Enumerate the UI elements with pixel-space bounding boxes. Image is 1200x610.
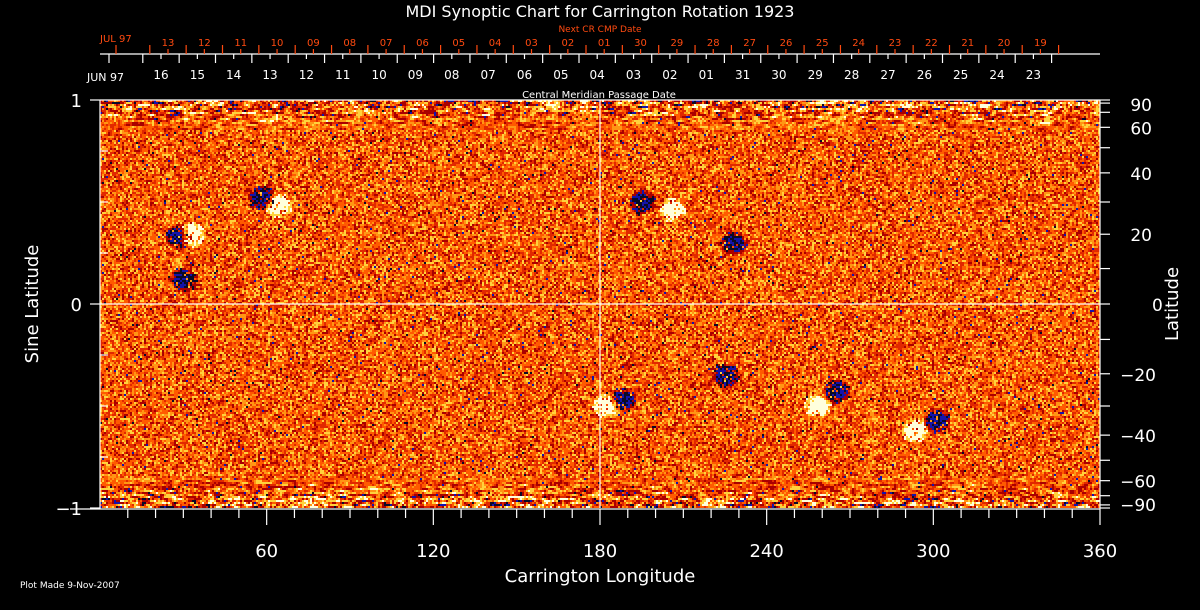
cmp-date-label: 11 <box>335 68 350 82</box>
y-tick-label: −1 <box>55 499 82 520</box>
cmp-date-label: 14 <box>226 68 241 82</box>
y2-axis-label: Latitude <box>1162 267 1183 341</box>
y2-tick-label: 40 <box>1130 165 1152 185</box>
next-cmp-date-label: 22 <box>925 38 938 49</box>
next-cmp-date-label: 06 <box>416 38 429 49</box>
next-cmp-date-label: 26 <box>780 38 793 49</box>
next-cmp-date-label: 13 <box>162 38 175 49</box>
cmp-date-label: 03 <box>626 68 641 82</box>
chart-title: MDI Synoptic Chart for Carrington Rotati… <box>406 2 795 21</box>
next-cmp-date-label: 01 <box>598 38 611 49</box>
next-cmp-date-label: 24 <box>852 38 865 49</box>
x-tick-label: 240 <box>749 541 783 562</box>
y2-tick-label: 90 <box>1130 96 1152 116</box>
cmp-date-label: 06 <box>517 68 532 82</box>
x-tick-label: 360 <box>1083 541 1117 562</box>
cmp-date-label: 24 <box>989 68 1004 82</box>
cmp-date-label: 05 <box>553 68 568 82</box>
next-cmp-date-label: 11 <box>234 38 247 49</box>
next-cmp-date-label: 10 <box>271 38 284 49</box>
cmp-date-label: 09 <box>408 68 423 82</box>
cmp-date-label: 15 <box>190 68 205 82</box>
y-axis-label: Sine Latitude <box>22 245 43 364</box>
next-cmp-date-label: 25 <box>816 38 829 49</box>
cmp-date-label: 10 <box>371 68 386 82</box>
y-tick-label: 0 <box>71 295 82 316</box>
y2-tick-label: 60 <box>1130 119 1152 139</box>
y2-tick-label: −20 <box>1120 366 1156 386</box>
cmp-date-label: 12 <box>299 68 314 82</box>
cmp-date-label: 16 <box>153 68 168 82</box>
cmp-date-label: 29 <box>808 68 823 82</box>
cmp-date-label: 23 <box>1026 68 1041 82</box>
cmp-date-label: 13 <box>262 68 277 82</box>
y2-tick-label: 20 <box>1130 226 1152 246</box>
y2-tick-label: 0 <box>1152 296 1163 316</box>
next-cmp-date-label: 30 <box>634 38 647 49</box>
next-cmp-date-label: 02 <box>561 38 574 49</box>
cmp-date-label: 28 <box>844 68 859 82</box>
y-tick-label: 1 <box>71 91 82 112</box>
cmp-date-label: 27 <box>880 68 895 82</box>
next-cmp-date-label: 09 <box>307 38 320 49</box>
cmp-date-label: 01 <box>699 68 714 82</box>
cmp-axis-label: Central Meridian Passage Date <box>522 90 676 101</box>
next-cmp-axis-label: Next CR CMP Date <box>558 25 642 35</box>
cmp-month-label: JUN 97 <box>86 71 124 84</box>
cmp-date-label: 04 <box>590 68 605 82</box>
cmp-date-label: 31 <box>735 68 750 82</box>
next-cmp-date-label: 03 <box>525 38 538 49</box>
cmp-date-label: 07 <box>481 68 496 82</box>
cmp-date-label: 25 <box>953 68 968 82</box>
y2-tick-label: −60 <box>1120 473 1156 493</box>
cmp-date-label: 30 <box>771 68 786 82</box>
next-cmp-date-label: 04 <box>489 38 502 49</box>
plot-made-date: Plot Made 9-Nov-2007 <box>20 581 120 591</box>
next-cmp-date-label: 20 <box>998 38 1011 49</box>
next-cmp-month-label: JUL 97 <box>99 34 132 45</box>
next-cmp-date-label: 28 <box>707 38 720 49</box>
next-cmp-date-label: 21 <box>961 38 974 49</box>
next-cmp-date-label: 08 <box>343 38 356 49</box>
next-cmp-date-label: 29 <box>671 38 684 49</box>
next-cmp-date-label: 23 <box>889 38 902 49</box>
x-tick-label: 60 <box>255 541 278 562</box>
next-cmp-date-label: 19 <box>1034 38 1047 49</box>
cmp-date-label: 26 <box>917 68 932 82</box>
x-tick-label: 300 <box>916 541 950 562</box>
cmp-date-label: 02 <box>662 68 677 82</box>
x-tick-label: 180 <box>583 541 617 562</box>
next-cmp-date-label: 07 <box>380 38 393 49</box>
x-tick-label: 120 <box>416 541 450 562</box>
next-cmp-date-label: 27 <box>743 38 756 49</box>
y2-tick-label: −90 <box>1120 496 1156 516</box>
next-cmp-date-label: 12 <box>198 38 211 49</box>
next-cmp-date-label: 05 <box>452 38 465 49</box>
cmp-date-label: 08 <box>444 68 459 82</box>
y2-tick-label: −40 <box>1120 427 1156 447</box>
x-axis-label: Carrington Longitude <box>505 566 696 587</box>
